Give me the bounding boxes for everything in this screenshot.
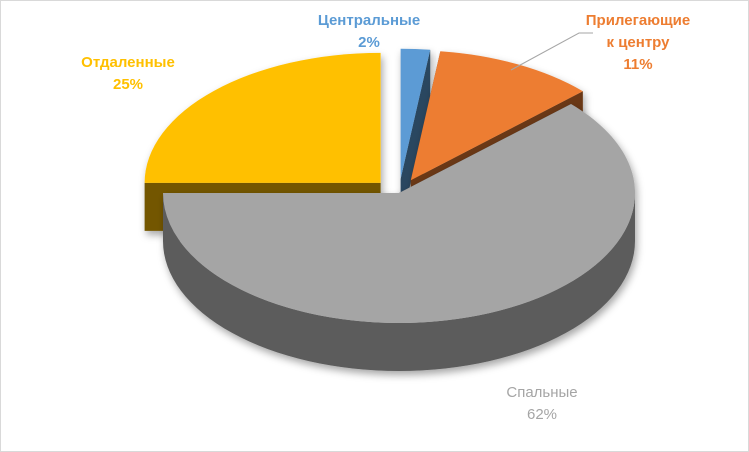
pie-slice-0-wall-1 [400, 49, 431, 227]
leader-line [510, 32, 593, 71]
pie-slice-0 [400, 48, 431, 227]
pie-slice-2-top [163, 104, 635, 323]
pie-slice-2-rim [163, 193, 635, 371]
data-label-3: Отдаленные 25% [81, 54, 175, 93]
pie-slice-3-top [144, 52, 381, 183]
pie-slice-1-top [410, 51, 583, 181]
pie-slice-0-top [400, 48, 431, 179]
data-label-0: Центральные 2% [318, 12, 420, 51]
pie-slice-2 [163, 104, 635, 371]
data-label-1: Прилегающие к центру 11% [586, 12, 690, 73]
data-label-2: Спальные 62% [506, 384, 577, 423]
